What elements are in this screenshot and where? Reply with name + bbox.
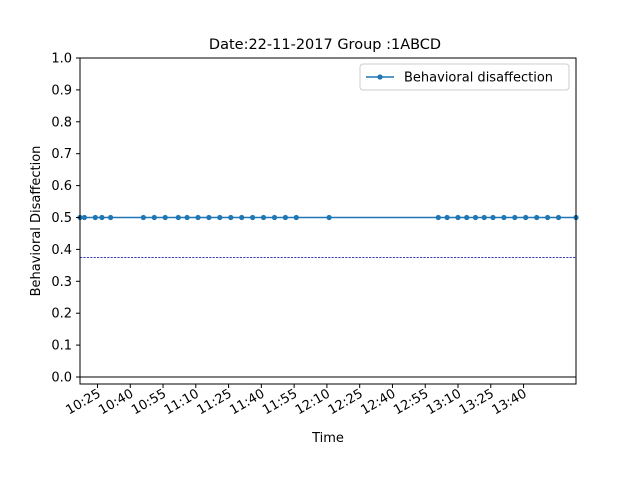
data-point — [206, 214, 212, 221]
data-point — [455, 214, 461, 221]
y-tick-label: 0.9 — [51, 83, 72, 98]
data-point — [481, 214, 487, 221]
y-tick-label: 0.6 — [51, 179, 72, 194]
data-point — [162, 214, 168, 221]
data-point — [239, 214, 245, 221]
data-point — [217, 214, 223, 221]
data-point — [195, 214, 201, 221]
y-tick-label: 0.7 — [51, 147, 72, 162]
data-point — [293, 214, 299, 221]
data-point — [490, 214, 496, 221]
data-point — [555, 214, 562, 221]
data-point — [435, 214, 441, 221]
data-point — [175, 214, 181, 221]
chart-title: Date:22-11-2017 Group :1ABCD — [209, 37, 441, 53]
y-tick-label: 0.2 — [51, 307, 72, 322]
legend-entry-label: Behavioral disaffection — [404, 71, 553, 86]
data-point — [92, 214, 98, 221]
x-axis-label: Time — [311, 431, 344, 446]
y-axis-label: Behavioral Disaffection — [29, 146, 44, 297]
data-point — [512, 214, 518, 221]
data-point — [271, 214, 278, 221]
data-point — [140, 214, 146, 221]
data-point — [326, 214, 332, 221]
data-point — [228, 214, 234, 221]
data-point — [99, 214, 105, 221]
data-point — [250, 214, 256, 221]
y-tick-label: 0.4 — [51, 243, 72, 258]
data-point — [184, 214, 190, 221]
data-point — [534, 214, 540, 221]
legend: Behavioral disaffection — [359, 63, 570, 91]
y-tick-label: 0.0 — [51, 371, 72, 386]
data-point — [501, 214, 507, 221]
data-point — [108, 214, 114, 221]
data-point — [523, 214, 529, 221]
data-point — [444, 214, 450, 221]
y-axis: 0.0 0.1 0.2 0.3 0.4 0.5 0.6 0.7 0.8 0.9 1.0 — [51, 52, 80, 386]
legend-marker — [377, 74, 383, 80]
data-point — [464, 214, 470, 221]
y-tick-label: 0.8 — [51, 115, 72, 130]
data-point — [81, 214, 87, 221]
y-tick-label: 0.3 — [51, 275, 72, 290]
y-tick-label: 0.1 — [51, 339, 72, 354]
data-point — [282, 214, 288, 221]
y-tick-label: 0.5 — [51, 211, 72, 226]
data-point — [151, 214, 157, 221]
data-point — [472, 214, 479, 221]
plot-frame — [79, 57, 577, 385]
plot-area — [77, 214, 579, 378]
legend-frame — [359, 63, 570, 91]
y-tick-label: 1.0 — [51, 52, 72, 67]
data-point — [260, 214, 267, 221]
data-point — [545, 214, 551, 221]
